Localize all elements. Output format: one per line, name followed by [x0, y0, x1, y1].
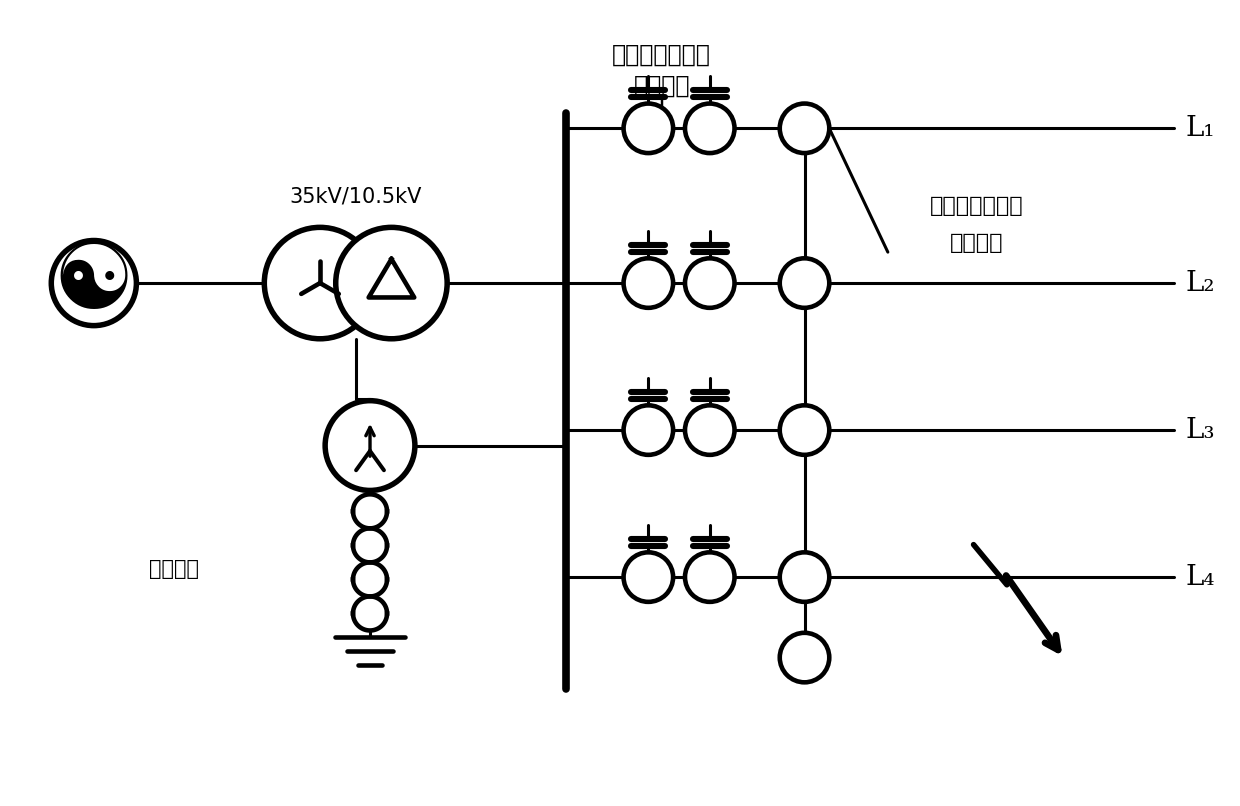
- Text: 测量装置: 测量装置: [950, 233, 1004, 253]
- Ellipse shape: [624, 552, 673, 602]
- Ellipse shape: [264, 227, 376, 339]
- Text: 测量装置: 测量装置: [634, 74, 689, 98]
- Ellipse shape: [780, 633, 830, 683]
- Text: 超低频零序电压: 超低频零序电压: [930, 196, 1024, 216]
- Ellipse shape: [780, 552, 830, 602]
- Text: 消弧线圈: 消弧线圈: [149, 559, 198, 580]
- Ellipse shape: [624, 258, 673, 308]
- Ellipse shape: [780, 405, 830, 455]
- Ellipse shape: [325, 401, 415, 490]
- Text: 35kV/10.5kV: 35kV/10.5kV: [290, 186, 422, 206]
- Text: L₄: L₄: [1185, 563, 1215, 591]
- Text: L₂: L₂: [1185, 269, 1215, 297]
- Ellipse shape: [51, 240, 136, 326]
- Ellipse shape: [684, 258, 734, 308]
- Text: L₃: L₃: [1185, 417, 1215, 443]
- Text: L₁: L₁: [1185, 114, 1215, 142]
- Ellipse shape: [780, 258, 830, 308]
- Ellipse shape: [624, 405, 673, 455]
- Ellipse shape: [336, 227, 448, 339]
- Ellipse shape: [684, 552, 734, 602]
- Text: 超低频零序电流: 超低频零序电流: [613, 43, 711, 67]
- Ellipse shape: [780, 103, 830, 153]
- Ellipse shape: [684, 103, 734, 153]
- Text: ☯: ☯: [53, 238, 135, 328]
- Ellipse shape: [684, 405, 734, 455]
- Ellipse shape: [624, 103, 673, 153]
